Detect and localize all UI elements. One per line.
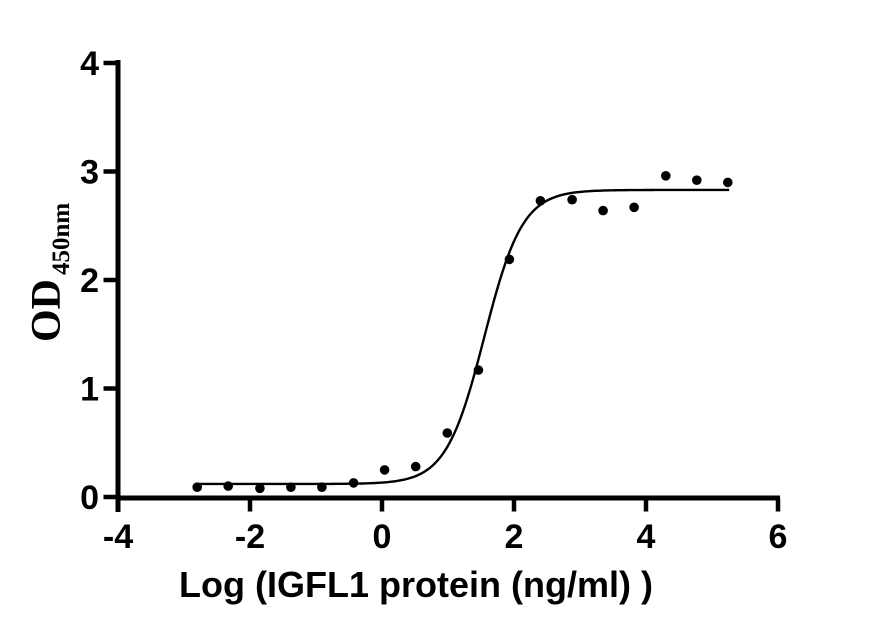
data-point <box>723 177 733 188</box>
x-tick-label: -2 <box>235 518 265 556</box>
x-tick-label: 0 <box>373 518 392 556</box>
x-tick-label: 4 <box>637 518 656 556</box>
data-point <box>348 478 359 488</box>
data-point <box>379 465 390 475</box>
data-point <box>255 483 265 494</box>
x-tick-marks <box>115 498 781 512</box>
data-point <box>629 202 639 213</box>
data-point <box>192 482 202 493</box>
x-tick-label: -4 <box>103 518 133 556</box>
fit-curve-path <box>195 188 730 486</box>
data-point <box>223 481 233 491</box>
x-tick-labels: -4 -2 0 2 4 6 <box>103 518 788 556</box>
y-tick-label: 2 <box>80 262 99 300</box>
data-point <box>692 175 702 185</box>
y-tick-label: 4 <box>80 45 99 83</box>
data-point <box>473 365 484 375</box>
y-axis-title: OD 450nm <box>24 203 75 342</box>
x-tick-label: 6 <box>769 518 788 556</box>
y-axis-title-subscript: 450nm <box>48 203 75 275</box>
y-axis-title-main: OD <box>24 279 70 342</box>
data-point <box>286 482 296 493</box>
y-tick-label: 1 <box>80 371 99 409</box>
y-tick-marks <box>103 60 118 500</box>
data-point <box>598 205 608 216</box>
data-point <box>442 428 453 438</box>
data-point <box>661 171 671 181</box>
y-tick-label: 0 <box>80 479 99 517</box>
data-point <box>504 254 515 265</box>
data-point <box>317 482 327 493</box>
data-point <box>410 461 421 472</box>
y-tick-labels: 0 1 2 3 4 <box>80 45 99 517</box>
x-tick-label: 2 <box>505 518 524 556</box>
x-axis-title: Log (IGFL1 protein (ng/ml) ) <box>179 564 653 605</box>
data-point <box>567 194 577 205</box>
data-points <box>192 171 733 494</box>
data-point <box>535 196 546 206</box>
y-tick-label: 3 <box>80 154 99 192</box>
